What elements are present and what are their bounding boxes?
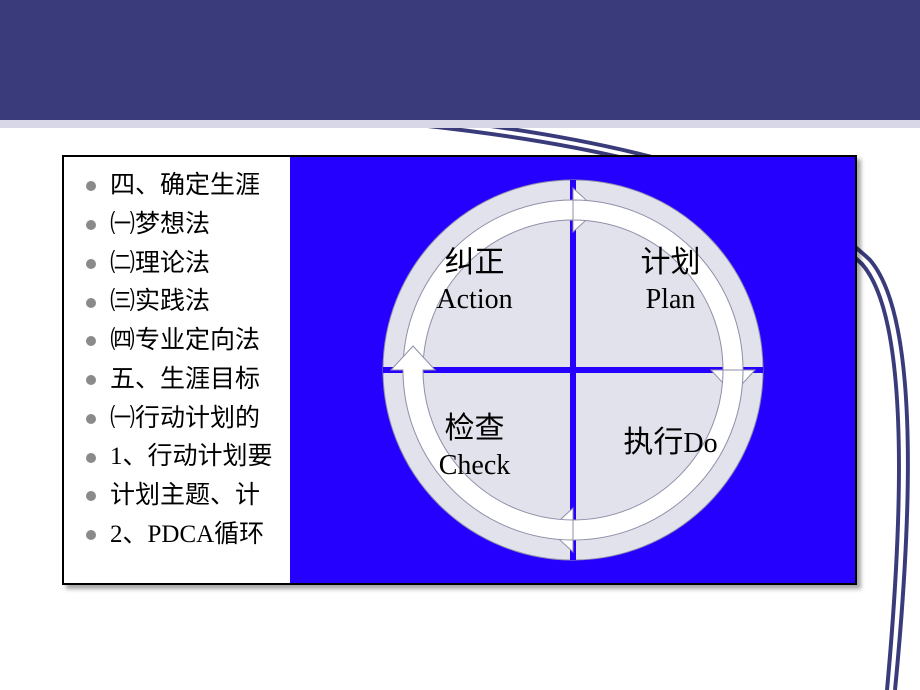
label-cn: 计划	[573, 244, 769, 282]
label-cn: 执行	[623, 426, 683, 459]
label-en: Plan	[573, 282, 769, 317]
label-cn: 纠正	[377, 244, 573, 282]
list-item: 1、行动计划要	[82, 438, 294, 477]
pdca-circle: 纠正 Action 计划 Plan 检查 Check 执行Do	[377, 174, 769, 566]
list-item: ㈠行动计划的	[82, 400, 294, 439]
list-item: ㈡理论法	[82, 245, 294, 284]
quadrant-top-right: 计划 Plan	[573, 244, 769, 317]
list-item: ㈣专业定向法	[82, 322, 294, 361]
label-cn: 检查	[377, 410, 573, 448]
quadrant-bottom-left: 检查 Check	[377, 410, 573, 483]
header-band	[0, 0, 920, 130]
bullet-list: 四、确定生涯 ㈠梦想法 ㈡理论法 ㈢实践法 ㈣专业定向法 五、生涯目标 ㈠行动计…	[64, 157, 294, 583]
label-en: Check	[377, 448, 573, 483]
quadrant-top-left: 纠正 Action	[377, 244, 573, 317]
list-item: ㈢实践法	[82, 283, 294, 322]
list-item: 计划主题、计	[82, 477, 294, 516]
label-en: Do	[683, 428, 717, 459]
list-item: 2、PDCA循环	[82, 516, 294, 555]
list-item: 四、确定生涯	[82, 167, 294, 206]
pdca-svg	[377, 174, 769, 566]
slide: 四、确定生涯 ㈠梦想法 ㈡理论法 ㈢实践法 ㈣专业定向法 五、生涯目标 ㈠行动计…	[0, 0, 920, 690]
list-item: ㈠梦想法	[82, 206, 294, 245]
list-item: 五、生涯目标	[82, 361, 294, 400]
pdca-diagram: 纠正 Action 计划 Plan 检查 Check 执行Do	[290, 157, 855, 583]
content-box: 四、确定生涯 ㈠梦想法 ㈡理论法 ㈢实践法 ㈣专业定向法 五、生涯目标 ㈠行动计…	[62, 155, 857, 585]
label-en: Action	[377, 282, 573, 317]
quadrant-bottom-right: 执行Do	[573, 424, 769, 462]
